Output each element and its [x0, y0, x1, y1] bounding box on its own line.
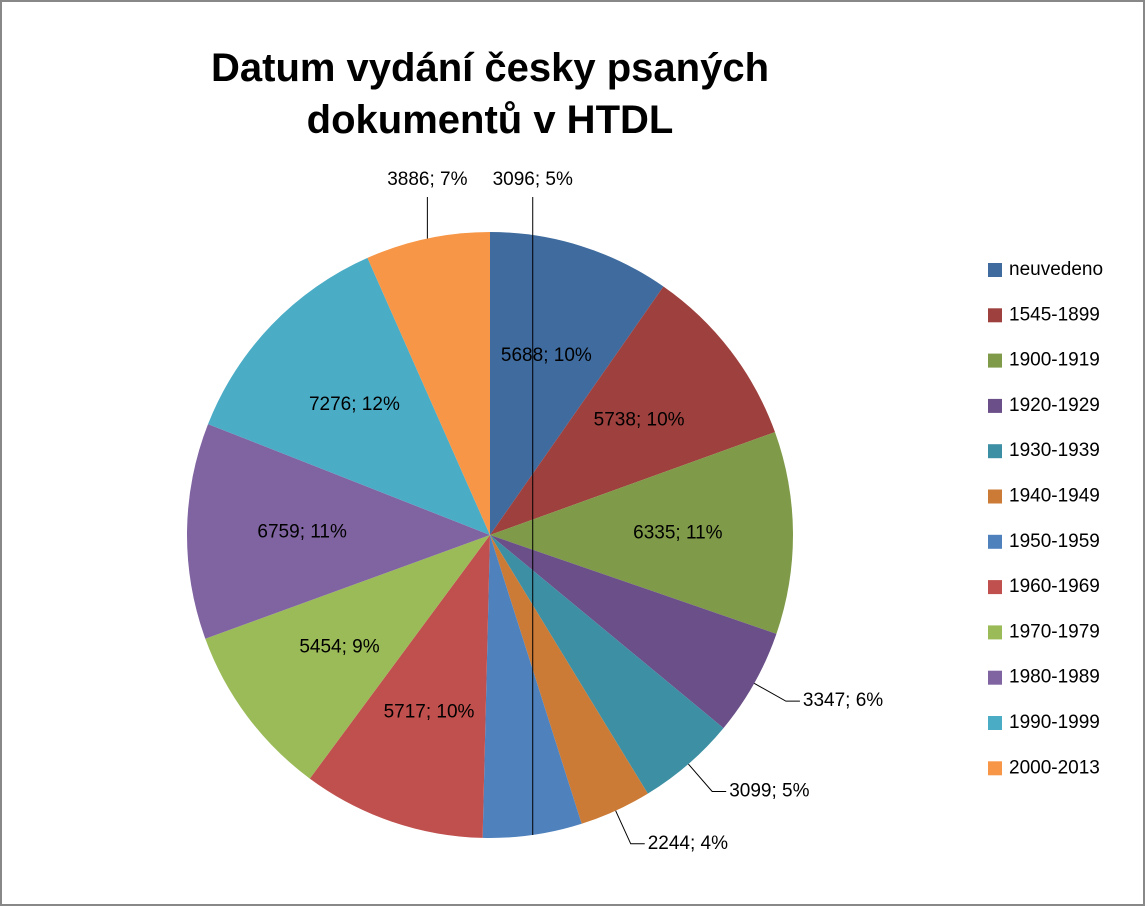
data-label: 5717; 10% [384, 702, 475, 723]
pie-slice [490, 232, 664, 535]
legend-label: 1920-1929 [1009, 395, 1100, 416]
legend-swatch [988, 761, 1002, 776]
data-label: 5738; 10% [594, 410, 685, 431]
pie-slice [309, 535, 490, 838]
legend-label: 1970-1979 [1009, 621, 1100, 642]
pie-slice [187, 424, 491, 639]
data-label: 3886; 7% [387, 169, 467, 190]
legend-swatch [988, 580, 1002, 595]
legend-label: 1990-1999 [1009, 712, 1100, 733]
leader-line [688, 763, 727, 793]
legend-label: neuvedeno [1009, 259, 1103, 280]
legend-swatch [988, 308, 1002, 323]
pie-slice [205, 535, 491, 779]
legend-label: 2000-2013 [1009, 757, 1100, 778]
pie-slice [490, 535, 724, 794]
data-label: 6335; 11% [633, 523, 723, 544]
pie-slice [208, 257, 490, 535]
pie-slice [490, 535, 648, 824]
chart-title: Datum vydání česky psaných dokumentů v H… [210, 46, 770, 142]
pie-slice [490, 432, 793, 634]
legend-swatch [988, 625, 1002, 640]
data-label: 7276; 12% [309, 394, 400, 415]
data-label: 3347; 6% [803, 690, 883, 711]
legend-label: 1940-1949 [1009, 486, 1100, 507]
legend-swatch [988, 534, 1002, 549]
legend-label: 1960-1969 [1009, 576, 1100, 597]
leader-line [615, 810, 645, 845]
legend-label: 1980-1989 [1009, 667, 1100, 688]
legend-swatch [988, 263, 1002, 277]
data-label: 5688; 10% [501, 345, 592, 366]
legend-swatch [988, 670, 1002, 685]
legend-swatch [988, 716, 1002, 730]
data-label: 2244; 4% [648, 833, 728, 854]
legend-label: 1930-1939 [1009, 440, 1100, 461]
data-label: 3096; 5% [493, 169, 573, 190]
data-label: 3099; 5% [729, 781, 809, 802]
legend-label: 1950-1959 [1009, 531, 1100, 552]
legend-label: 1545-1899 [1009, 304, 1100, 325]
data-label: 6759; 11% [257, 522, 347, 543]
legend-swatch [988, 444, 1002, 459]
pie-slice [490, 535, 777, 729]
pie-slice [482, 535, 582, 838]
leader-line [753, 682, 800, 702]
data-label: 5454; 9% [299, 636, 379, 657]
pie-slice [367, 232, 490, 535]
legend-swatch [988, 353, 1002, 368]
legend-swatch [988, 489, 1002, 504]
legend-swatch [988, 398, 1002, 413]
legend-label: 1900-1919 [1009, 350, 1100, 371]
pie-slice [490, 286, 775, 535]
